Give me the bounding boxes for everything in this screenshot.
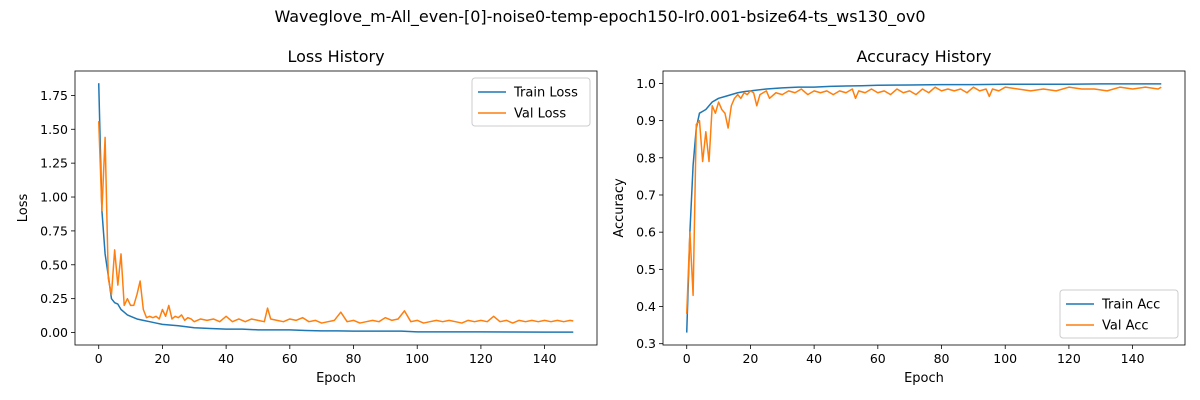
figure-suptitle: Waveglove_m-All_even-[0]-noise0-temp-epo…: [274, 7, 925, 27]
loss-series-val-line: [97, 121, 574, 324]
accuracy-y-tick-label: 0.9: [636, 113, 656, 128]
loss-x-tick-label: 60: [282, 351, 298, 366]
loss-x-tick-label: 120: [469, 351, 493, 366]
loss-series-train-line: [97, 83, 574, 333]
loss-x-tick-label: 100: [405, 351, 429, 366]
accuracy-legend-label-train: Train Acc: [1101, 298, 1160, 313]
loss-x-tick-label: 140: [533, 351, 557, 366]
accuracy-y-tick-label: 0.7: [636, 187, 656, 202]
accuracy-y-tick-label: 0.8: [636, 150, 656, 165]
accuracy-x-tick-label: 0: [683, 351, 691, 366]
accuracy-y-tick-label: 0.4: [636, 299, 656, 314]
accuracy-y-tick-label: 1.0: [636, 76, 656, 91]
loss-y-tick-label: 0.50: [40, 257, 68, 272]
accuracy-y-tick-label: 0.5: [636, 262, 656, 277]
loss-x-tick-label: 0: [95, 351, 103, 366]
accuracy-x-tick-label: 80: [934, 351, 950, 366]
loss-y-tick-label: 1.75: [40, 88, 68, 103]
loss-x-tick-label: 20: [154, 351, 170, 366]
loss-y-tick-label: 0.00: [40, 325, 68, 340]
accuracy-legend: [1059, 289, 1179, 339]
accuracy-x-tick-label: 120: [1057, 351, 1081, 366]
accuracy-x-axis-label: Epoch: [904, 371, 944, 386]
accuracy-y-tick-label: 0.6: [636, 225, 656, 240]
accuracy-x-tick-label: 20: [742, 351, 758, 366]
loss-legend-label-val: Val Loss: [514, 107, 566, 122]
loss-y-tick-label: 1.50: [40, 122, 68, 137]
accuracy-legend-label-val: Val Acc: [1102, 319, 1149, 334]
loss-y-tick-label: 0.25: [40, 291, 68, 306]
loss-history-axes: Loss History Epoch Loss 0 20 40 60 80 100 120 1…: [16, 47, 598, 386]
accuracy-y-axis-label: Accuracy: [612, 178, 627, 238]
accuracy-x-tick-label: 140: [1121, 351, 1145, 366]
loss-plot-frame: [74, 70, 598, 346]
accuracy-y-tick-label: 0.3: [636, 336, 656, 351]
accuracy-plot-frame: [662, 70, 1186, 346]
accuracy-chart-title: Accuracy History: [856, 47, 991, 66]
loss-legend: [471, 77, 591, 127]
loss-x-tick-label: 40: [218, 351, 234, 366]
loss-x-axis-label: Epoch: [316, 371, 356, 386]
loss-y-tick-label: 1.00: [40, 190, 68, 205]
accuracy-x-tick-label: 100: [993, 351, 1017, 366]
loss-y-axis-label: Loss: [16, 194, 31, 223]
accuracy-history-axes: Accuracy History Epoch Accuracy 0 20 40 60 8…: [612, 47, 1186, 386]
loss-y-tick-label: 0.75: [40, 223, 68, 238]
loss-x-tick-label: 80: [346, 351, 362, 366]
accuracy-series-val-line: [685, 86, 1162, 314]
loss-legend-label-train: Train Loss: [513, 86, 578, 101]
loss-chart-title: Loss History: [287, 47, 384, 66]
accuracy-x-tick-label: 60: [870, 351, 886, 366]
accuracy-x-tick-label: 40: [806, 351, 822, 366]
accuracy-series-train-line: [685, 83, 1162, 333]
loss-y-tick-label: 1.25: [40, 156, 68, 171]
